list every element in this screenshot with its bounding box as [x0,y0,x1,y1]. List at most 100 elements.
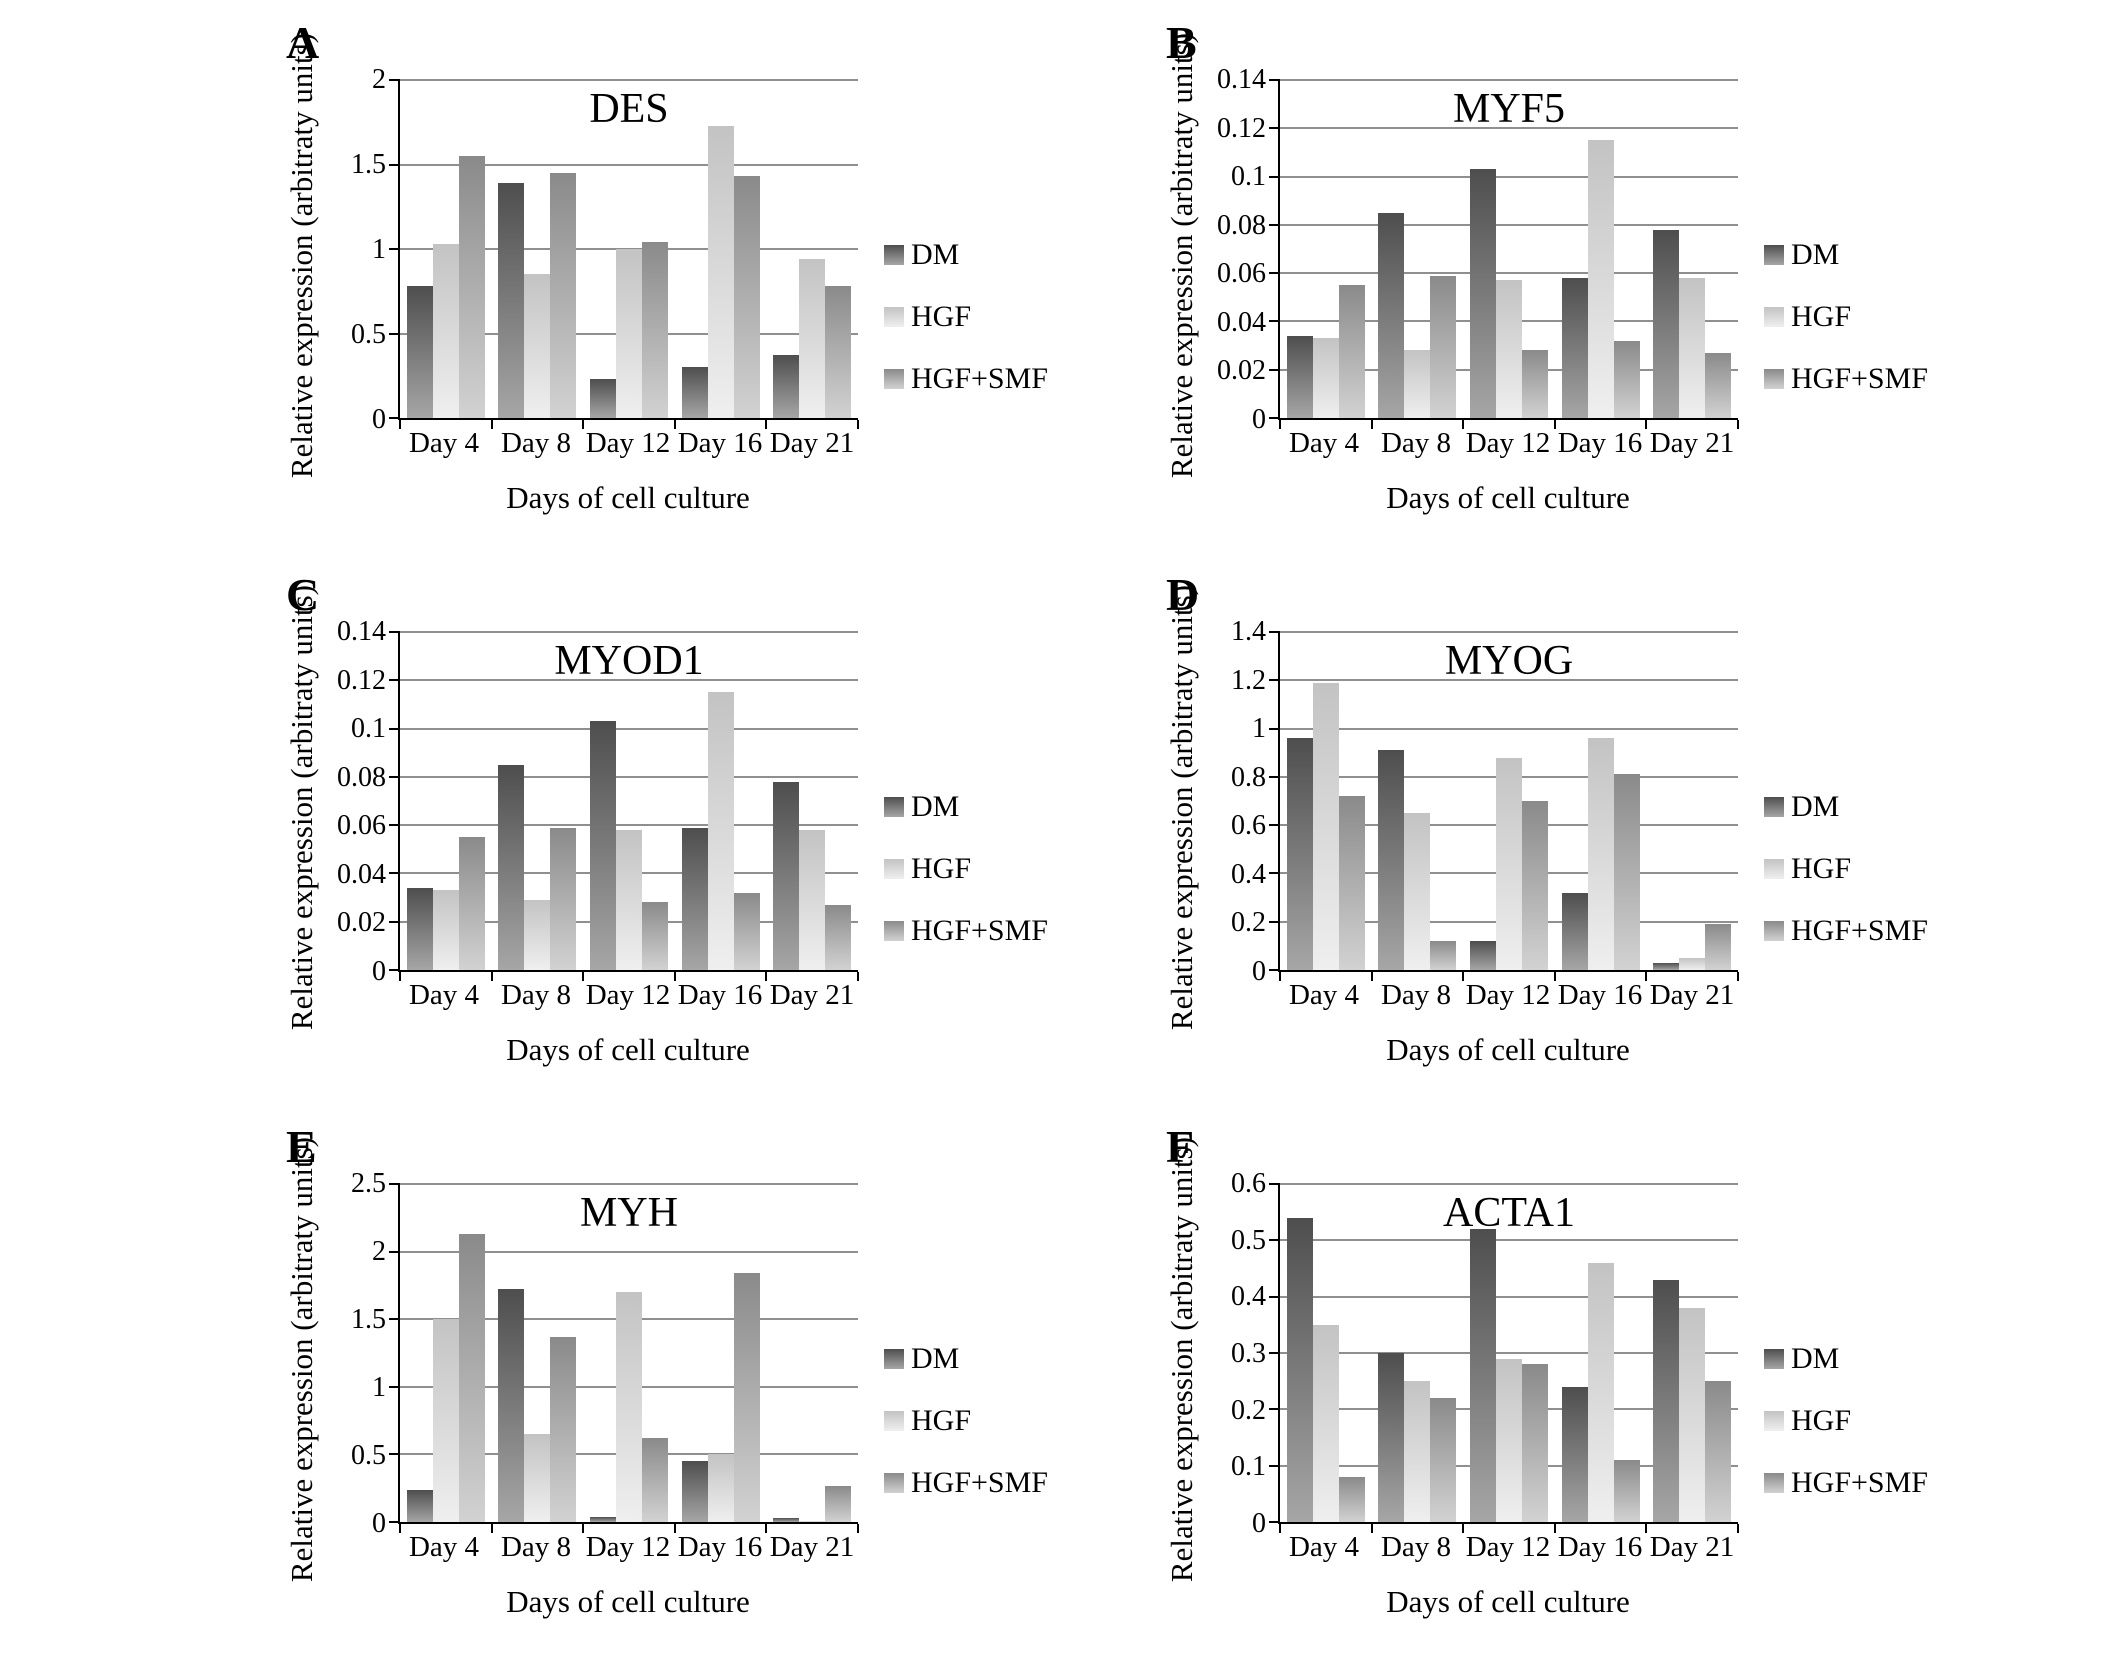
legend-swatch [884,859,904,879]
plot-and-ticks: 0 0.02 0.04 0.06 0.08 0.1 0.12 0.14 MYOD1 [324,618,859,986]
legend-swatch [884,307,904,327]
gridline [400,631,858,633]
y-tick-mark [1269,679,1280,682]
bar-dm [1469,169,1496,418]
legend-swatch [1764,797,1784,817]
legend-label: HGF+SMF [1791,362,1928,395]
bar-hgf-smf [1613,774,1640,970]
gridline [1280,1239,1738,1242]
y-axis-label: Relative expression (arbitraty units) [280,585,324,1030]
bar-hgf [524,900,551,970]
y-tick-label: 1 [372,234,386,265]
bar-hgf-smf [1338,796,1365,970]
bar-hgf-smf [641,902,668,970]
chart-title: ACTA1 [1443,1190,1575,1236]
y-tick-mark [389,1183,400,1185]
bar-group-day-16 [1555,1184,1647,1522]
y-tick-mark [389,1318,400,1321]
y-tick-label: 0.8 [1231,761,1266,793]
x-tick-mark [1645,972,1648,981]
x-tick-mark [1279,1524,1281,1533]
bar-group-day-21 [766,80,858,418]
y-tick-mark [389,332,400,335]
bar-dm [1286,1217,1313,1522]
legend-item-dm: DM [884,1342,1048,1376]
chart-title: MYOG [1444,638,1574,684]
bar-hgf-smf [458,1234,485,1522]
y-tick-mark [1269,775,1280,778]
legend-item-dm: DM [884,790,1048,824]
gridline [1280,127,1738,130]
bar-hgf-smf [733,1273,760,1522]
chart-title: MYF5 [1452,86,1566,132]
legend-item-hgf-smf: HGF+SMF [1764,914,1928,948]
bar-hgf [1587,738,1614,970]
legend-label: HGF+SMF [911,1466,1048,1499]
legend-label: DM [911,1342,960,1375]
bar-hgf-smf [1613,1460,1640,1522]
legend-swatch [884,1349,904,1369]
x-tick-mark [857,420,859,429]
bar-dm [1561,892,1588,970]
legend: DM HGF HGF+SMF [1764,238,1928,424]
x-tick-mark [490,420,493,429]
bar-dm [773,355,800,418]
plot-area: MYH [389,1183,859,1533]
y-tick-label: 0.5 [1231,1224,1266,1256]
x-tick-mark [582,1524,585,1533]
bar-hgf-smf [1521,801,1548,970]
y-tick-label: 1 [1252,713,1266,745]
gridline [1280,1295,1738,1298]
bar-group-day-8 [492,632,584,970]
gridline [1280,631,1738,633]
legend-label: HGF+SMF [1791,914,1928,947]
chart-myf5: Relative expression (arbitraty units) 0 0.… [1160,33,2126,516]
plot-column: 0 0.2 0.4 0.6 0.8 1 1.2 1.4 MYOG Day 4 Day 8 Day 12… [1204,618,1739,1068]
bar-hgf [1312,682,1339,970]
bar-hgf-smf [1430,1398,1457,1522]
y-tick-label: 0 [1252,404,1266,435]
legend: DM HGF HGF+SMF [884,790,1048,976]
bar-hgf [1495,280,1522,418]
bar-hgf [432,243,459,418]
y-tick-label: 0 [1252,1508,1266,1539]
y-axis-label: Relative expression (arbitraty units) [280,33,324,478]
gridline [400,163,858,166]
x-tick-mark [1645,420,1648,429]
y-tick-mark [1269,1521,1280,1523]
bar-group-day-12 [583,80,675,418]
y-tick-labels: 0 0.5 1 1.5 2 2.5 [324,1170,398,1538]
gridline [1280,175,1738,178]
legend-swatch [1764,921,1784,941]
y-tick-mark [389,969,400,971]
bar-hgf [707,125,734,418]
bar-hgf [1587,1262,1614,1522]
y-tick-label: 0.06 [337,810,386,842]
x-axis-label: Days of cell culture [506,1584,750,1619]
bar-group-day-8 [1372,632,1464,970]
panel-a: A Relative expression (arbitraty units) 0 0… [0,2,1090,554]
x-tick-label: Day 21 [1649,1531,1735,1563]
chart-myh: Relative expression (arbitraty units) 0 0.… [280,1137,1090,1620]
x-tick-label: Day 4 [1288,1531,1360,1563]
x-tick-labels: Day 4 Day 8 Day 12 Day 16 Day 21 [398,1531,858,1564]
bar-group-day-8 [492,1184,584,1522]
x-tick-label: Day 8 [500,427,572,459]
panel-letter-e: E [286,1121,317,1172]
bar-group-day-4 [400,632,492,970]
bar-group-day-12 [1463,80,1555,418]
bar-group-day-21 [766,632,858,970]
bar-hgf-smf [1338,1476,1365,1522]
bar-hgf [1404,1381,1431,1522]
panel-d: D Relative expression (arbitraty units) 0 0… [1090,554,2126,1106]
bar-group-day-16 [1555,632,1647,970]
bar-hgf [432,890,459,970]
bar-dm [1561,1386,1588,1522]
legend-label: HGF+SMF [911,914,1048,947]
bar-group-day-4 [1280,1184,1372,1522]
y-tick-label: 2 [372,1236,386,1267]
x-tick-mark [1462,972,1465,981]
y-tick-label: 2.5 [351,1168,386,1199]
y-tick-mark [389,727,400,730]
